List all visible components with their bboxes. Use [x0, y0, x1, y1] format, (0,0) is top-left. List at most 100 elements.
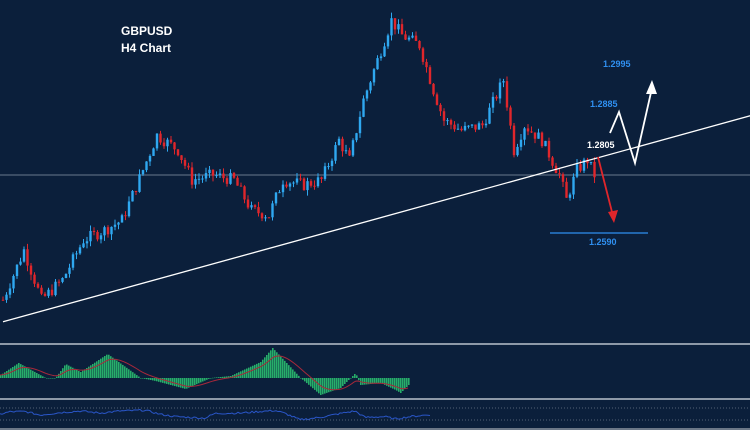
candle-body — [201, 178, 204, 180]
candle-body — [341, 138, 344, 152]
candle-body — [96, 232, 99, 240]
candle-body — [22, 249, 26, 262]
candle-body — [278, 192, 281, 194]
macd-histogram-bar — [306, 378, 308, 384]
macd-histogram-bar — [192, 378, 194, 386]
candle-body — [502, 81, 505, 83]
macd-histogram-bar — [106, 354, 108, 378]
candle-body — [176, 149, 180, 156]
macd-histogram-bar — [218, 377, 220, 378]
candle-body — [113, 224, 117, 227]
candle-body — [85, 241, 89, 244]
macd-histogram-bar — [190, 378, 192, 387]
macd-histogram-bar — [202, 378, 204, 382]
macd-histogram-bar — [364, 378, 366, 385]
candle-body — [432, 83, 435, 95]
candle-body — [411, 35, 414, 38]
candle-body — [498, 82, 502, 99]
macd-histogram-bar — [0, 375, 2, 378]
candle-body — [439, 104, 442, 112]
candle-body — [449, 120, 453, 125]
macd-histogram-bar — [142, 378, 144, 379]
candle-body — [26, 249, 29, 266]
candle-body — [589, 161, 593, 164]
candle-body — [190, 167, 194, 185]
candle-body — [99, 235, 103, 240]
panel-separator — [0, 428, 750, 430]
macd-histogram-bar — [246, 368, 248, 378]
macd-histogram-bar — [272, 348, 274, 378]
macd-histogram-bar — [4, 372, 6, 378]
macd-histogram-bar — [134, 373, 136, 378]
candle-body — [453, 124, 456, 130]
candle-body — [173, 142, 176, 150]
macd-histogram-bar — [210, 378, 212, 379]
candle-body — [29, 265, 33, 275]
macd-histogram-bar — [148, 378, 150, 380]
candle-body — [337, 138, 341, 146]
macd-histogram-bar — [206, 378, 208, 380]
candle-body — [50, 289, 54, 296]
candle-body — [428, 67, 432, 84]
macd-histogram-bar — [2, 373, 4, 378]
macd-histogram-bar — [270, 350, 272, 378]
macd-histogram-bar — [114, 359, 116, 378]
candle-body — [404, 34, 407, 40]
macd-histogram-bar — [286, 363, 288, 378]
candle-body — [222, 173, 225, 179]
macd-histogram-bar — [82, 370, 84, 378]
macd-histogram-bar — [104, 356, 106, 378]
macd-histogram-bar — [348, 378, 350, 380]
macd-histogram-bar — [42, 376, 44, 378]
candle-body — [106, 227, 110, 235]
macd-histogram-bar — [372, 378, 374, 384]
candle-body — [1, 299, 5, 301]
macd-histogram-bar — [248, 367, 250, 378]
candle-body — [274, 192, 278, 204]
macd-histogram-bar — [314, 378, 316, 390]
macd-histogram-bar — [230, 376, 232, 378]
candle-body — [579, 164, 582, 171]
candle-body — [414, 35, 418, 41]
macd-histogram-bar — [404, 378, 406, 389]
candle-body — [463, 125, 467, 131]
macd-histogram-bar — [222, 376, 224, 378]
candle-body — [267, 217, 271, 219]
macd-histogram-bar — [94, 362, 96, 378]
level-label-3: 1.2805 — [587, 140, 615, 150]
macd-histogram-bar — [150, 378, 152, 380]
candle-body — [82, 243, 85, 248]
macd-histogram-bar — [290, 367, 292, 378]
panel-separator — [0, 343, 750, 345]
candle-body — [519, 139, 523, 147]
candle-body — [127, 201, 131, 217]
candle-body — [232, 173, 236, 178]
candle-body — [491, 96, 495, 108]
macd-histogram-bar — [252, 365, 254, 378]
macd-histogram-bar — [212, 377, 214, 379]
candle-body — [537, 132, 540, 139]
candle-body — [33, 274, 36, 284]
macd-histogram-bar — [116, 360, 118, 378]
candle-body — [488, 107, 491, 124]
macd-histogram-bar — [172, 378, 174, 386]
candle-body — [208, 169, 211, 174]
candle-body — [582, 159, 586, 171]
candle-body — [103, 227, 106, 236]
macd-histogram-bar — [130, 370, 132, 378]
macd-histogram-bar — [300, 378, 302, 379]
macd-histogram-bar — [336, 378, 338, 390]
candle-body — [162, 142, 166, 147]
macd-histogram-bar — [330, 378, 332, 392]
candle-body — [470, 124, 474, 126]
macd-histogram-bar — [216, 377, 218, 378]
candle-body — [120, 215, 124, 223]
candle-body — [568, 194, 572, 198]
macd-histogram-bar — [88, 366, 90, 378]
macd-histogram-bar — [366, 378, 368, 385]
macd-histogram-bar — [406, 378, 408, 387]
macd-histogram-bar — [334, 378, 336, 391]
macd-histogram-bar — [12, 367, 14, 378]
candle-body — [169, 139, 173, 143]
candle-body — [134, 190, 138, 192]
